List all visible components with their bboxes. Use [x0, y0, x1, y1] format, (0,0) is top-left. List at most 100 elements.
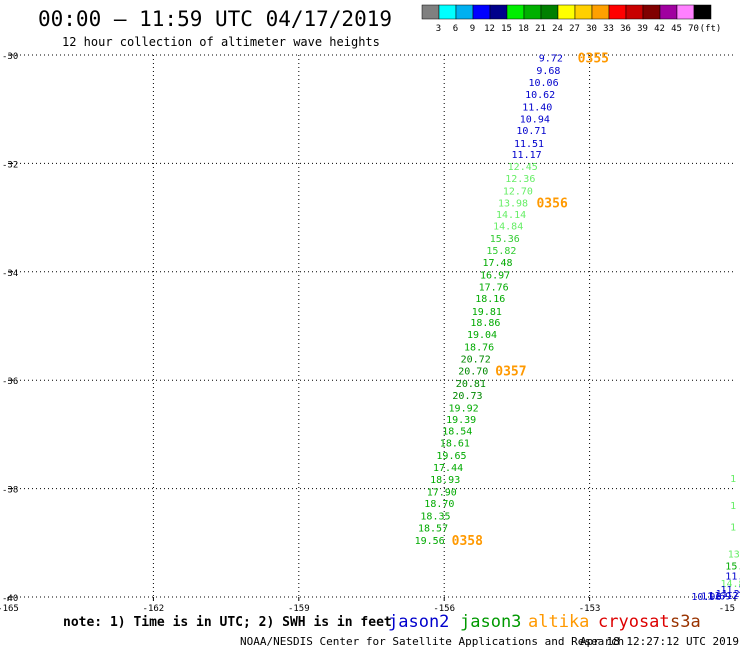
chart-subtitle: 12 hour collection of altimeter wave hei…: [62, 35, 380, 49]
swh-value-label: 14.8: [720, 579, 740, 590]
swh-value-label: 1: [730, 501, 736, 512]
colorbar-label: 27: [569, 24, 580, 34]
swh-value-label: 17.44: [433, 463, 463, 474]
x-tick-label: -15: [719, 604, 735, 614]
colorbar-swatch: [591, 4, 610, 20]
swh-value-label: 18.93: [430, 475, 460, 486]
time-annotation: 0358: [452, 534, 483, 549]
swh-value-label: 17.76: [479, 282, 509, 293]
swh-value-label: 18.61: [440, 439, 470, 450]
colorbar-label: 12: [484, 24, 495, 34]
swh-value-label: 1: [730, 474, 736, 485]
swh-value-label: 10.62: [525, 90, 555, 101]
swh-value-label: 11.17: [512, 150, 542, 161]
swh-value-label: 18.57: [418, 524, 448, 535]
swh-value-label: 19.81: [472, 307, 502, 318]
satellite-legend-s3a: s3a: [670, 612, 701, 632]
swh-value-label: 11.2: [716, 589, 740, 600]
colorbar-legend: 3 6 9 12 15 18 21 24 27 30 33 36 39 42 45 70 (ft): [421, 4, 722, 34]
swh-value-label: 16.97: [480, 271, 510, 282]
colorbar-swatch: [506, 4, 525, 20]
swh-value-label: 20.73: [452, 391, 482, 402]
swh-value-label: 15.36: [490, 234, 520, 245]
time-annotation: 0357: [495, 364, 526, 379]
satellite-legend: jason2 jason3 altika cryosat s3a: [388, 612, 701, 632]
colorbar-label: 3: [436, 24, 441, 34]
satellite-legend-altika: altika: [528, 612, 589, 632]
swh-value-label: 10.06: [529, 78, 559, 89]
chart-title: 00:00 – 11:59 UTC 04/17/2019: [38, 7, 392, 31]
satellite-legend-jason2: jason2: [388, 612, 449, 632]
colorbar-label: 18: [518, 24, 529, 34]
y-tick-label: -32: [2, 160, 18, 170]
colorbar-label: 6: [453, 24, 458, 34]
y-tick-label: -40: [2, 594, 18, 604]
swh-value-label: 19.92: [449, 403, 479, 414]
swh-value-label: 10.94: [520, 114, 550, 125]
swh-value-label: 19.39: [446, 415, 476, 426]
y-tick-label: -30: [2, 52, 18, 62]
colorbar-swatch: [574, 4, 593, 20]
swh-value-label: 19.04: [467, 330, 497, 341]
colorbar-swatch: [659, 4, 678, 20]
colorbar-swatch: [676, 4, 695, 20]
swh-value-label: 18.76: [464, 343, 494, 354]
colorbar-label: 42: [654, 24, 665, 34]
x-tick-label: -153: [579, 604, 601, 614]
chart-grid: [8, 54, 735, 598]
colorbar-swatch: [438, 4, 457, 20]
swh-value-label: 14.14: [496, 210, 526, 221]
colorbar-label: 45: [671, 24, 682, 34]
swh-value-label: 9.68: [536, 66, 560, 77]
x-tick-label: -156: [433, 604, 455, 614]
swh-value-label: 12.45: [508, 162, 538, 173]
swh-value-label: 11.51: [514, 139, 544, 150]
swh-value-label: 11.2: [720, 585, 740, 596]
colorbar-label: 70: [688, 24, 699, 34]
swh-value-label: 19.65: [436, 451, 466, 462]
colorbar-swatch: [625, 4, 644, 20]
swh-value-label: 17.48: [482, 258, 512, 269]
swh-value-label: 18.16: [475, 294, 505, 305]
swh-value-label: 13.: [728, 550, 740, 561]
swh-value-label: 20.81: [456, 379, 486, 390]
colorbar-label: (ft): [700, 24, 722, 34]
time-annotation: 0356: [536, 196, 567, 211]
time-annotations: 0355 0356 0357 0358: [452, 52, 609, 549]
swh-value-label: 1: [730, 523, 736, 534]
swh-value-label: 14.84: [493, 222, 523, 233]
swh-value-label: 13.98: [498, 198, 528, 209]
colorbar-label: 39: [637, 24, 648, 34]
footer-note: note: 1) Time is in UTC; 2) SWH is in fe…: [63, 615, 392, 630]
colorbar-label: 9: [470, 24, 475, 34]
colorbar-label: 21: [535, 24, 546, 34]
colorbar-label: 24: [552, 24, 563, 34]
x-tick-label: -162: [143, 604, 165, 614]
swh-value-label: 9.72: [539, 54, 563, 65]
x-tick-label: -159: [288, 604, 310, 614]
swh-value-label: 18.86: [470, 318, 500, 329]
swh-value-label: 18.54: [442, 427, 472, 438]
colorbar-swatch: [540, 4, 559, 20]
y-tick-label: -36: [2, 377, 18, 387]
time-annotation: 0355: [578, 52, 609, 67]
colorbar-label: 33: [603, 24, 614, 34]
colorbar-swatch: [421, 4, 440, 20]
swh-value-label: 11.69: [701, 591, 731, 602]
swh-value-label: 12.36: [505, 174, 535, 185]
colorbar-swatch: [489, 4, 508, 20]
swh-value-label: 20.70: [458, 366, 488, 377]
colorbar-swatch: [455, 4, 474, 20]
swh-value-label: 10.96: [691, 592, 721, 603]
swh-value-label: 17.90: [427, 487, 457, 498]
swh-value-label: 12.70: [503, 187, 533, 198]
chart-marks: 9.729.6810.0610.6211.4010.9410.7111.5111…: [415, 54, 740, 603]
satellite-legend-jason3: jason3: [460, 612, 521, 632]
footer-credit: NOAA/NESDIS Center for Satellite Applica…: [240, 635, 624, 648]
swh-value-label: 15.6: [725, 562, 740, 573]
colorbar-swatch: [608, 4, 627, 20]
satellite-legend-cryosat: cryosat: [598, 612, 670, 632]
colorbar-swatch: [472, 4, 491, 20]
y-tick-label: -34: [2, 269, 18, 279]
